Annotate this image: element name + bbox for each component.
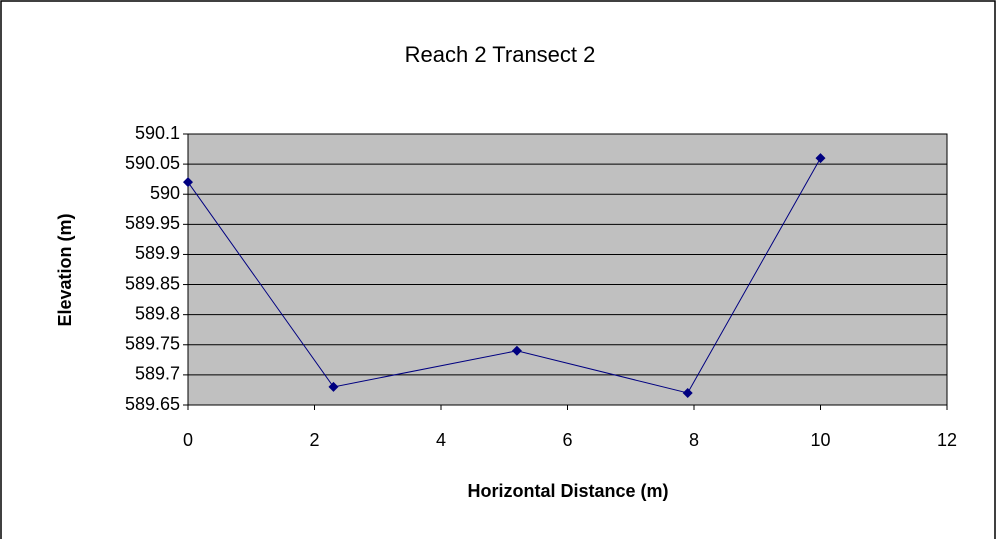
x-axis-label: Horizontal Distance (m) (467, 481, 668, 501)
data-point (183, 177, 193, 188)
x-tick-label: 8 (689, 430, 699, 450)
y-tick-label: 590.1 (135, 123, 180, 143)
data-point (328, 381, 339, 392)
data-point (815, 153, 826, 164)
y-tick-label: 589.8 (135, 303, 180, 323)
plot-area (187, 133, 948, 406)
y-tick-label: 589.7 (135, 364, 180, 384)
y-tick-label: 589.9 (135, 243, 180, 263)
x-tick-label: 0 (183, 430, 193, 450)
y-tick-label: 590 (150, 183, 180, 203)
chart-title: Reach 2 Transect 2 (405, 42, 596, 67)
x-tick-label: 12 (937, 430, 957, 450)
y-tick-label: 589.65 (125, 394, 180, 414)
y-tick-label: 589.75 (125, 334, 180, 354)
y-tick-label: 590.05 (125, 153, 180, 173)
y-axis-label: Elevation (m) (55, 213, 75, 326)
data-point (682, 387, 693, 398)
x-tick-label: 2 (309, 430, 319, 450)
x-tick-label: 4 (436, 430, 446, 450)
y-tick-label: 589.85 (125, 273, 180, 293)
y-tick-label: 589.95 (125, 213, 180, 233)
data-point (511, 345, 522, 356)
x-tick-label: 10 (810, 430, 830, 450)
x-tick-label: 6 (562, 430, 572, 450)
